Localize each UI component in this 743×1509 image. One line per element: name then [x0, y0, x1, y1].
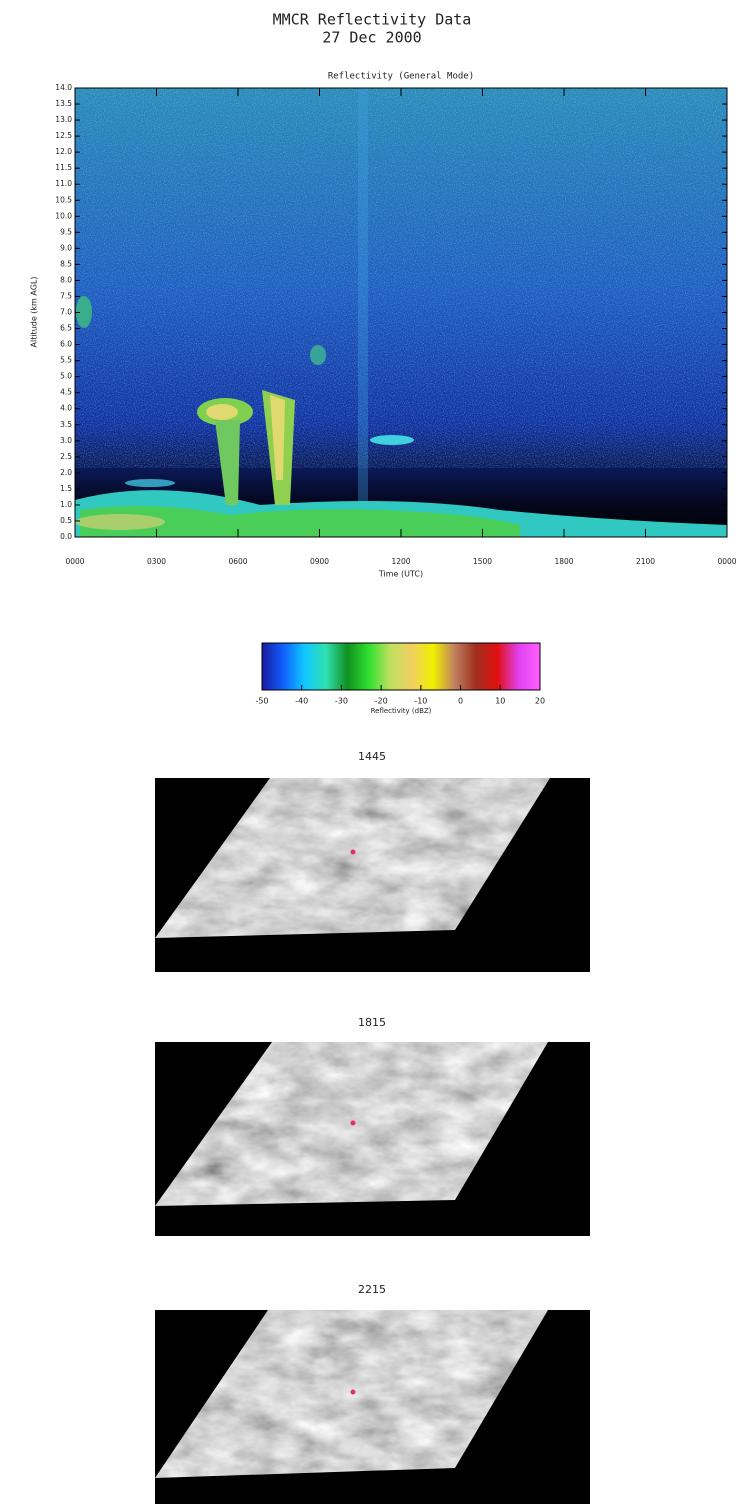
image-label: 1815 [358, 1016, 386, 1029]
satellite-image [155, 1310, 590, 1504]
x-tick-label: 0300 [147, 557, 166, 566]
y-tick-label: 8.0 [60, 275, 72, 284]
x-axis-label: Time (UTC) [378, 570, 423, 579]
colorbar [262, 643, 540, 690]
colorbar-tick-label: 20 [535, 697, 545, 706]
y-tick-label: 3.0 [60, 436, 72, 445]
y-tick-label: 2.0 [60, 468, 72, 477]
y-tick-label: 14.0 [55, 83, 72, 92]
colorbar-tick-label: -10 [414, 697, 427, 706]
y-tick-label: 6.5 [60, 324, 72, 333]
x-tick-label: 1200 [391, 557, 410, 566]
colorbar-tick-label: 10 [495, 697, 505, 706]
y-tick-label: 2.5 [60, 452, 72, 461]
satellite-image [155, 778, 590, 972]
page-date: 27 Dec 2000 [322, 29, 421, 47]
x-tick-label: 1500 [473, 557, 492, 566]
y-tick-label: 9.5 [60, 227, 72, 236]
colorbar-tick-label: -40 [295, 697, 308, 706]
y-axis-label: Altitude (km AGL) [30, 276, 39, 347]
image-label: 2215 [358, 1283, 386, 1296]
page-title: MMCR Reflectivity Data [273, 11, 472, 29]
y-tick-label: 12.0 [55, 147, 72, 156]
x-tick-label: 0000 [717, 557, 736, 566]
y-tick-label: 0.5 [60, 516, 72, 525]
y-tick-label: 4.5 [60, 388, 72, 397]
colorbar-label: Reflectivity (dBZ) [371, 707, 432, 715]
y-tick-label: 7.5 [60, 291, 72, 300]
y-tick-label: 4.0 [60, 404, 72, 413]
colorbar-fill [262, 643, 540, 690]
y-tick-label: 10.0 [55, 211, 72, 220]
y-tick-label: 12.5 [55, 131, 72, 140]
image-label: 1445 [358, 750, 386, 763]
y-tick-label: 8.5 [60, 259, 72, 268]
y-tick-label: 6.0 [60, 340, 72, 349]
y-tick-label: 5.5 [60, 356, 72, 365]
y-tick-label: 11.5 [55, 163, 72, 172]
colorbar-tick-label: 0 [458, 697, 463, 706]
y-tick-label: 13.0 [55, 115, 72, 124]
satellite-image [155, 1042, 590, 1236]
y-tick-label: 11.0 [55, 179, 72, 188]
y-tick-label: 5.0 [60, 372, 72, 381]
x-tick-label: 2100 [636, 557, 655, 566]
y-tick-label: 1.0 [60, 500, 72, 509]
y-tick-label: 9.0 [60, 243, 72, 252]
colorbar-tick-label: -30 [335, 697, 348, 706]
x-tick-label: 0600 [228, 557, 247, 566]
plot-subtitle: Reflectivity (General Mode) [328, 72, 474, 82]
colorbar-tick-label: -50 [255, 697, 268, 706]
y-tick-label: 13.5 [55, 99, 72, 108]
page: MMCR Reflectivity Data 27 Dec 2000 Refle… [0, 0, 743, 1509]
y-tick-label: 1.5 [60, 484, 72, 493]
y-tick-label: 10.5 [55, 195, 72, 204]
x-tick-label: 0000 [65, 557, 84, 566]
y-tick-label: 3.5 [60, 420, 72, 429]
x-tick-label: 1800 [554, 557, 573, 566]
x-tick-label: 0900 [310, 557, 329, 566]
y-tick-label: 0.0 [60, 532, 72, 541]
y-tick-label: 7.0 [60, 308, 72, 317]
heatmap-field [75, 88, 727, 537]
colorbar-tick-label: -20 [375, 697, 388, 706]
